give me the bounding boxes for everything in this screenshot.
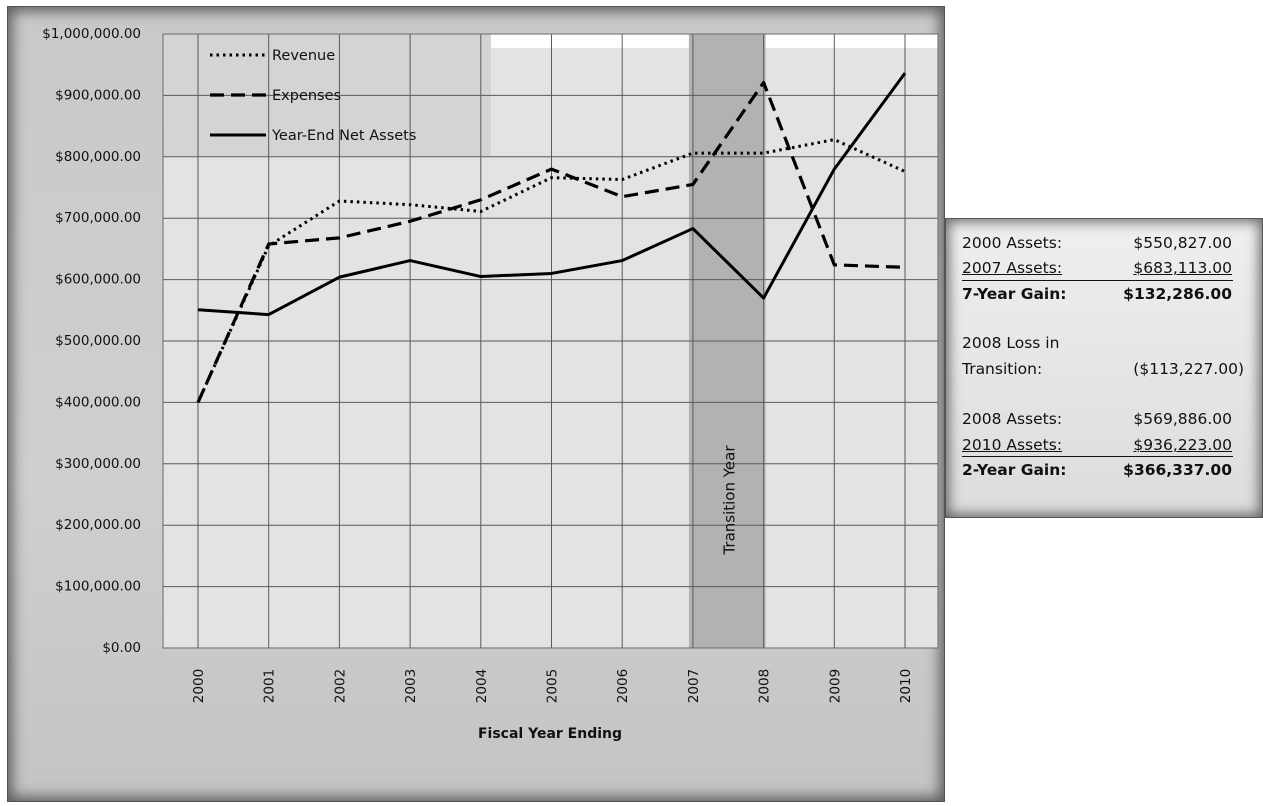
summary-value: $569,886.00 bbox=[1133, 410, 1232, 428]
legend-label: Year-End Net Assets bbox=[271, 128, 416, 144]
summary-row-loss: Transition: ($113,227.00) bbox=[962, 359, 1244, 379]
legend-label: Expenses bbox=[272, 88, 341, 104]
x-tick-label: 2006 bbox=[615, 669, 631, 703]
legend-label: Revenue bbox=[272, 48, 335, 64]
summary-value: ($113,227.00) bbox=[1133, 360, 1244, 378]
plot-border bbox=[162, 33, 939, 649]
y-tick-label: $200,000.00 bbox=[55, 517, 141, 533]
y-tick-label: $300,000.00 bbox=[55, 456, 141, 472]
x-tick-label: 2008 bbox=[757, 669, 773, 703]
x-tick-label: 2003 bbox=[403, 669, 419, 703]
summary-box: 2000 Assets: $550,827.00 2007 Assets: $6… bbox=[945, 218, 1263, 518]
y-tick-label: $0.00 bbox=[102, 640, 141, 656]
summary-label: 7-Year Gain: bbox=[962, 285, 1067, 303]
x-axis-title: Fiscal Year Ending bbox=[478, 726, 622, 742]
summary-value: $550,827.00 bbox=[1133, 234, 1232, 252]
summary-label: 2000 Assets: bbox=[962, 234, 1063, 252]
summary-row-2008-assets: 2008 Assets: $569,886.00 bbox=[962, 409, 1232, 429]
transition-year-label: Transition Year bbox=[720, 445, 738, 556]
summary-label: 2008 Loss in bbox=[962, 334, 1060, 352]
series-line-year-end-net-assets bbox=[197, 72, 907, 317]
y-tick-label: $600,000.00 bbox=[55, 272, 141, 288]
summary-label: 2008 Assets: bbox=[962, 410, 1063, 428]
summary-label: Transition: bbox=[962, 360, 1043, 378]
summary-divider bbox=[962, 280, 1233, 281]
summary-row-2007-assets: 2007 Assets: $683,113.00 bbox=[962, 258, 1232, 278]
summary-divider bbox=[962, 456, 1233, 457]
summary-label: 2010 Assets: bbox=[962, 436, 1063, 454]
summary-label: 2007 Assets: bbox=[962, 259, 1063, 277]
summary-value: $132,286.00 bbox=[1123, 285, 1232, 303]
x-tick-label: 2000 bbox=[191, 669, 207, 703]
y-tick-label: $700,000.00 bbox=[55, 210, 141, 226]
x-tick-label: 2010 bbox=[898, 669, 914, 703]
summary-value: $936,223.00 bbox=[1133, 436, 1232, 454]
x-tick-label: 2009 bbox=[827, 669, 843, 703]
y-tick-label: $800,000.00 bbox=[55, 149, 141, 165]
y-tick-label: $100,000.00 bbox=[55, 579, 141, 595]
y-tick-label: $900,000.00 bbox=[55, 87, 141, 103]
series-line-revenue bbox=[196, 138, 906, 404]
y-tick-label: $500,000.00 bbox=[55, 333, 141, 349]
summary-row-loss-label: 2008 Loss in bbox=[962, 333, 1232, 353]
series-line-expenses bbox=[196, 80, 906, 404]
summary-value: $366,337.00 bbox=[1123, 461, 1232, 479]
x-tick-label: 2002 bbox=[332, 669, 348, 703]
summary-value: $683,113.00 bbox=[1133, 259, 1232, 277]
x-tick-label: 2005 bbox=[545, 669, 561, 703]
y-tick-label: $1,000,000.00 bbox=[42, 26, 141, 42]
summary-row-2000-assets: 2000 Assets: $550,827.00 bbox=[962, 233, 1232, 253]
x-tick-label: 2004 bbox=[474, 669, 490, 703]
summary-row-7-year-gain: 7-Year Gain: $132,286.00 bbox=[962, 284, 1232, 304]
summary-label: 2-Year Gain: bbox=[962, 461, 1067, 479]
x-tick-label: 2007 bbox=[686, 669, 702, 703]
x-tick-label: 2001 bbox=[262, 669, 278, 703]
summary-row-2010-assets: 2010 Assets: $936,223.00 bbox=[962, 435, 1232, 455]
summary-row-2-year-gain: 2-Year Gain: $366,337.00 bbox=[962, 460, 1232, 480]
y-tick-label: $400,000.00 bbox=[55, 394, 141, 410]
